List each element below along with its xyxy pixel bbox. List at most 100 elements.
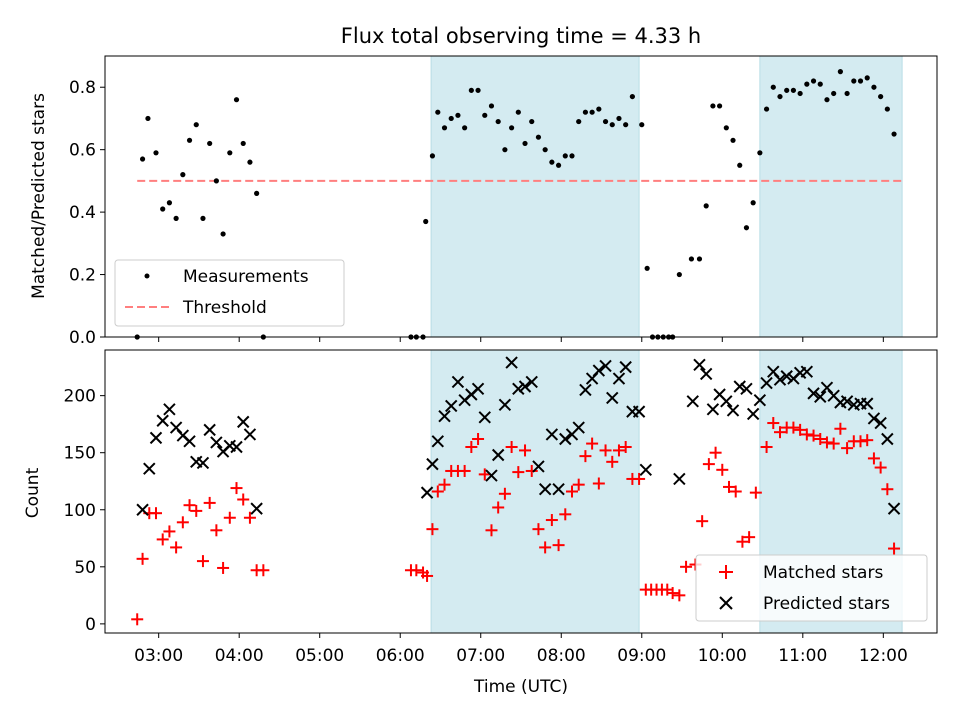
- measurement-point: [220, 231, 226, 237]
- marker-stroke: [183, 435, 196, 448]
- marker-stroke: [632, 405, 646, 418]
- measurement-point: [770, 84, 776, 90]
- predicted-star-marker: [693, 358, 706, 372]
- top-legend-box: [114, 259, 345, 327]
- predicted-star-marker: [426, 457, 439, 471]
- matched-star-marker: [881, 483, 894, 496]
- predicted-star-marker: [196, 456, 210, 470]
- matched-star-marker: [190, 504, 203, 517]
- predicted-star-marker: [619, 360, 632, 374]
- measurement-point: [596, 106, 602, 112]
- bottom-legend-box: [695, 554, 928, 622]
- legend-predicted-label: Predicted stars: [763, 594, 890, 614]
- predicted-star-marker: [431, 435, 445, 448]
- matched-star-marker: [163, 525, 176, 538]
- marker-stroke: [699, 367, 713, 381]
- measurement-point: [166, 200, 173, 206]
- marker-stroke: [196, 456, 210, 470]
- marker-stroke: [867, 412, 881, 425]
- predicted-star-marker: [532, 460, 545, 473]
- matched-star-marker: [586, 437, 599, 450]
- matched-star-marker: [458, 464, 471, 477]
- predicted-star-marker: [612, 372, 626, 385]
- predicted-star-marker: [606, 391, 619, 405]
- y-tick-label: 0.6: [69, 141, 96, 161]
- measurement-point: [153, 150, 159, 156]
- matched-star-marker: [156, 533, 169, 546]
- legend-measurements-marker: [144, 273, 150, 279]
- predicted-star-marker: [485, 469, 498, 482]
- marker-stroke: [706, 403, 720, 416]
- predicted-star-marker: [881, 432, 894, 446]
- marker-stroke: [840, 395, 854, 408]
- predicted-star-marker: [552, 483, 565, 496]
- measurement-point: [200, 215, 206, 221]
- matched-star-marker: [478, 468, 491, 481]
- matched-star-marker: [736, 535, 749, 548]
- marker-stroke: [820, 381, 834, 394]
- measurement-point: [455, 112, 461, 118]
- matched-star-marker: [729, 485, 742, 498]
- matched-star-marker: [559, 508, 572, 521]
- x-tick-label: 12:00: [859, 646, 908, 666]
- marker-stroke: [491, 448, 505, 462]
- marker-stroke: [149, 431, 163, 445]
- predicted-star-marker: [420, 486, 434, 499]
- predicted-star-marker: [445, 399, 458, 413]
- matched-star-marker: [666, 587, 679, 600]
- measurement-point: [810, 78, 817, 84]
- measurement-point: [180, 172, 186, 178]
- predicted-star-marker: [237, 415, 250, 429]
- matched-star-marker: [696, 515, 709, 528]
- marker-stroke: [505, 356, 518, 369]
- x-tick-label: 07:00: [456, 646, 505, 666]
- x-tick-label: 08:00: [537, 646, 586, 666]
- predicted-star-marker: [498, 398, 512, 411]
- marker-stroke: [237, 415, 250, 429]
- marker-stroke: [673, 472, 686, 486]
- predicted-star-marker: [726, 404, 740, 417]
- measurement-point: [837, 69, 843, 75]
- top-x-axis-ticks: [158, 337, 884, 342]
- marker-stroke: [881, 432, 894, 446]
- matched-star-marker: [431, 485, 444, 498]
- predicted-star-marker: [887, 502, 901, 515]
- predicted-star-marker: [639, 463, 653, 477]
- marker-stroke: [733, 380, 746, 393]
- predicted-star-marker: [438, 409, 451, 423]
- matched-star-marker: [176, 516, 189, 529]
- marker-stroke: [579, 383, 592, 397]
- marker-stroke: [250, 502, 263, 515]
- matched-star-marker: [800, 428, 813, 441]
- predicted-star-marker: [136, 503, 149, 516]
- measurement-point: [763, 106, 770, 112]
- predicted-star-marker: [673, 472, 686, 486]
- x-axis-label: Time (UTC): [473, 677, 568, 697]
- marker-stroke: [420, 486, 434, 499]
- matched-star-marker: [874, 461, 887, 474]
- predicted-star-marker: [471, 382, 485, 396]
- predicted-star-marker: [807, 387, 820, 400]
- predicted-star-marker: [874, 416, 887, 430]
- predicted-star-marker: [773, 373, 787, 386]
- measurement-point: [462, 125, 468, 131]
- matched-star-marker: [773, 426, 786, 439]
- matched-star-marker: [599, 444, 612, 457]
- measurement-point: [549, 159, 555, 165]
- measurement-point: [227, 150, 233, 156]
- matched-star-marker: [492, 501, 505, 514]
- matched-star-marker: [612, 444, 625, 457]
- matched-star-marker: [223, 511, 236, 524]
- predicted-star-marker: [243, 428, 257, 441]
- marker-stroke: [612, 372, 626, 385]
- marker-stroke: [800, 365, 814, 378]
- marker-stroke: [512, 382, 525, 396]
- measurement-point: [207, 140, 213, 147]
- marker-stroke: [203, 423, 216, 437]
- predicted-star-marker: [861, 397, 874, 410]
- measurement-point: [247, 159, 253, 165]
- marker-stroke: [163, 403, 176, 416]
- matched-star-marker: [465, 440, 478, 453]
- matched-star-marker: [606, 455, 619, 468]
- predicted-star-marker: [203, 423, 216, 437]
